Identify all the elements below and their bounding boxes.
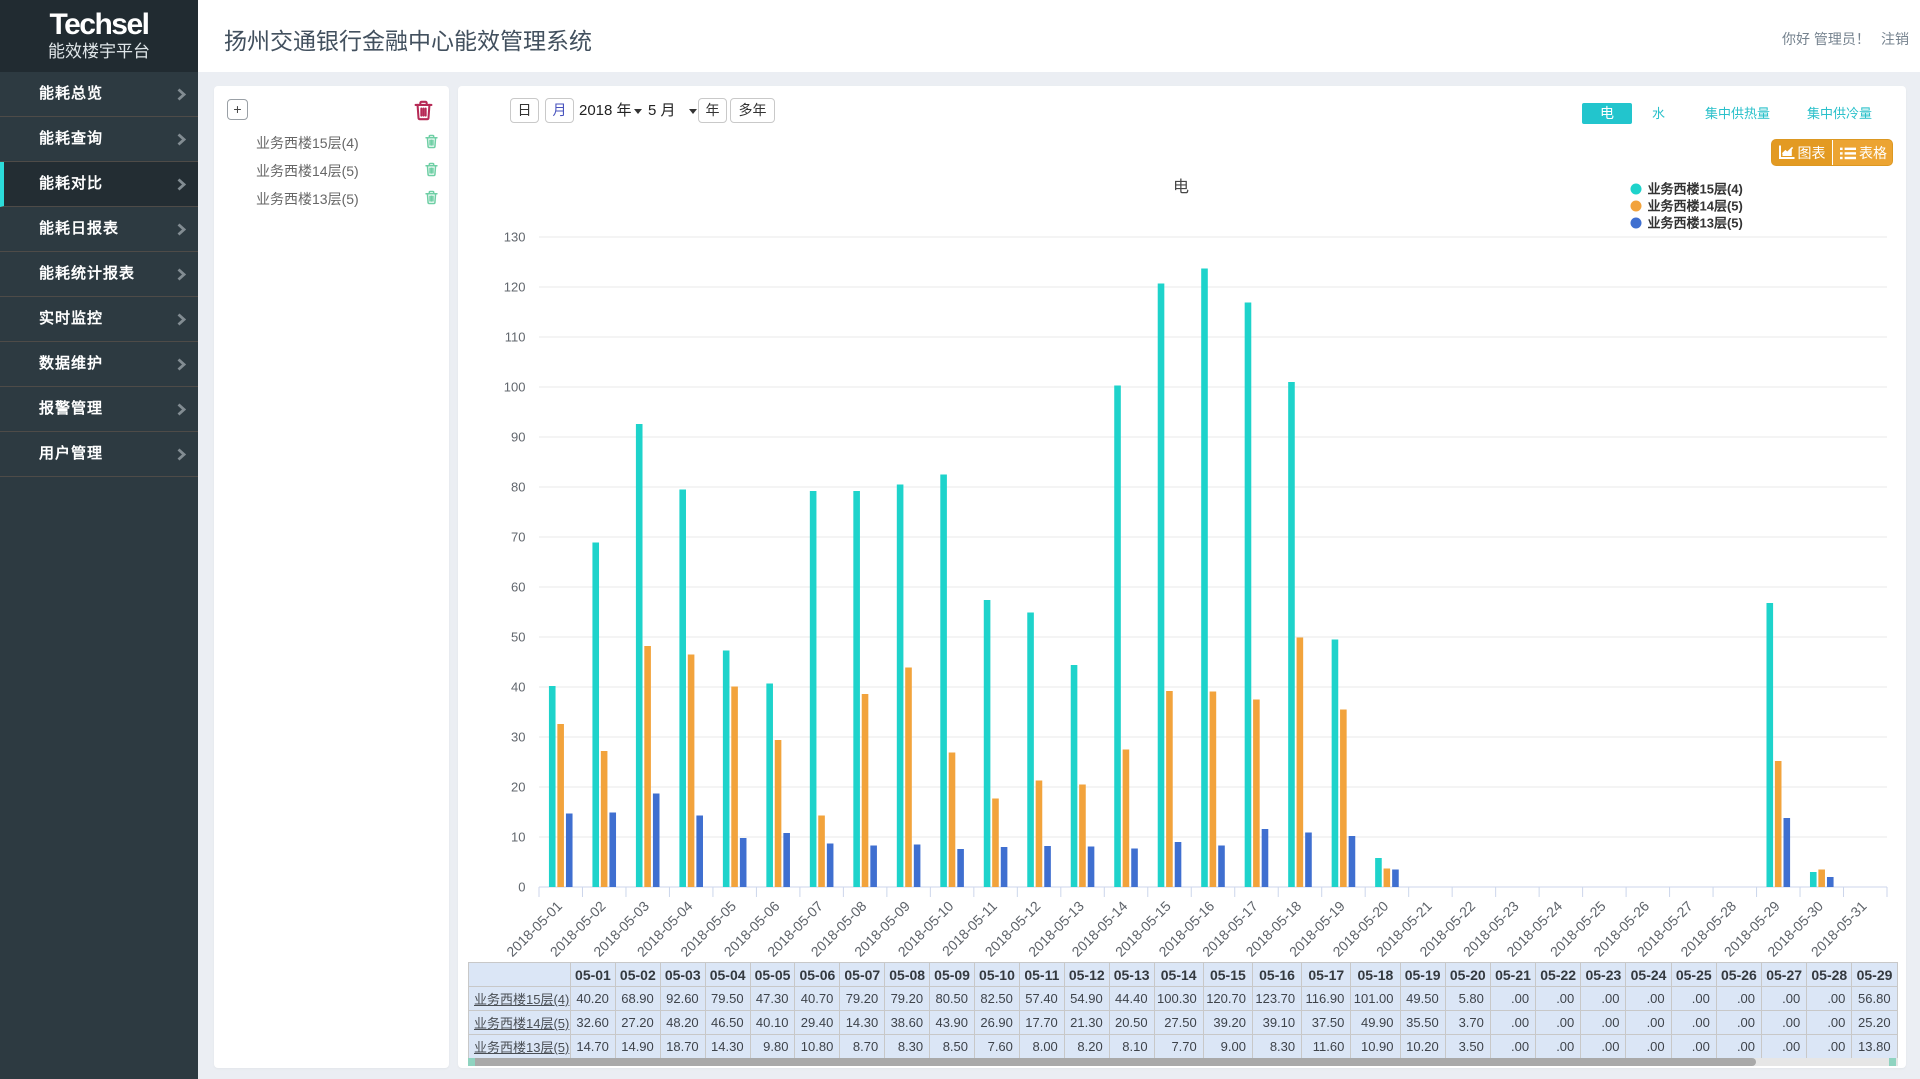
svg-text:业务西楼13层(5): 业务西楼13层(5) [1648,216,1743,231]
svg-text:业务西楼15层(4): 业务西楼15层(4) [1648,182,1743,197]
svg-text:40: 40 [511,680,525,695]
svg-text:50: 50 [511,630,525,645]
svg-text:110: 110 [505,330,526,345]
svg-text:20: 20 [511,780,525,795]
svg-text:0: 0 [518,880,525,895]
svg-text:130: 130 [504,230,526,245]
svg-text:90: 90 [511,430,525,445]
svg-text:电: 电 [1173,178,1189,196]
svg-text:100: 100 [504,380,526,395]
svg-text:70: 70 [511,530,525,545]
svg-text:业务西楼14层(5): 业务西楼14层(5) [1648,199,1743,214]
svg-text:60: 60 [511,580,525,595]
svg-text:10: 10 [511,830,525,845]
svg-text:80: 80 [511,480,525,495]
svg-text:120: 120 [504,280,526,295]
svg-text:30: 30 [511,730,525,745]
